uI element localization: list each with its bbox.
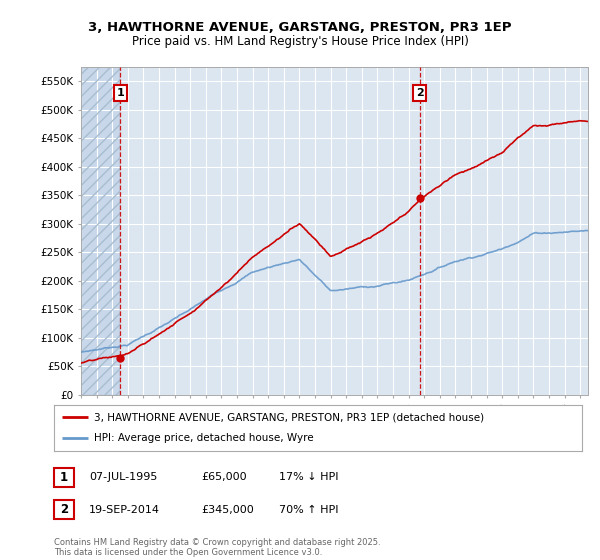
Text: Price paid vs. HM Land Registry's House Price Index (HPI): Price paid vs. HM Land Registry's House …	[131, 35, 469, 48]
Text: 3, HAWTHORNE AVENUE, GARSTANG, PRESTON, PR3 1EP: 3, HAWTHORNE AVENUE, GARSTANG, PRESTON, …	[88, 21, 512, 34]
Text: Contains HM Land Registry data © Crown copyright and database right 2025.
This d: Contains HM Land Registry data © Crown c…	[54, 538, 380, 557]
Text: 1: 1	[116, 88, 124, 98]
Text: 2: 2	[416, 88, 424, 98]
Text: 07-JUL-1995: 07-JUL-1995	[89, 472, 157, 482]
Text: 17% ↓ HPI: 17% ↓ HPI	[279, 472, 338, 482]
Text: 1: 1	[60, 470, 68, 484]
Text: 2: 2	[60, 503, 68, 516]
Text: £65,000: £65,000	[201, 472, 247, 482]
Text: 19-SEP-2014: 19-SEP-2014	[89, 505, 160, 515]
Text: 3, HAWTHORNE AVENUE, GARSTANG, PRESTON, PR3 1EP (detached house): 3, HAWTHORNE AVENUE, GARSTANG, PRESTON, …	[94, 412, 484, 422]
Text: £345,000: £345,000	[201, 505, 254, 515]
Text: HPI: Average price, detached house, Wyre: HPI: Average price, detached house, Wyre	[94, 433, 313, 444]
Bar	[81, 67, 121, 395]
Text: 70% ↑ HPI: 70% ↑ HPI	[279, 505, 338, 515]
Bar	[81, 67, 121, 395]
